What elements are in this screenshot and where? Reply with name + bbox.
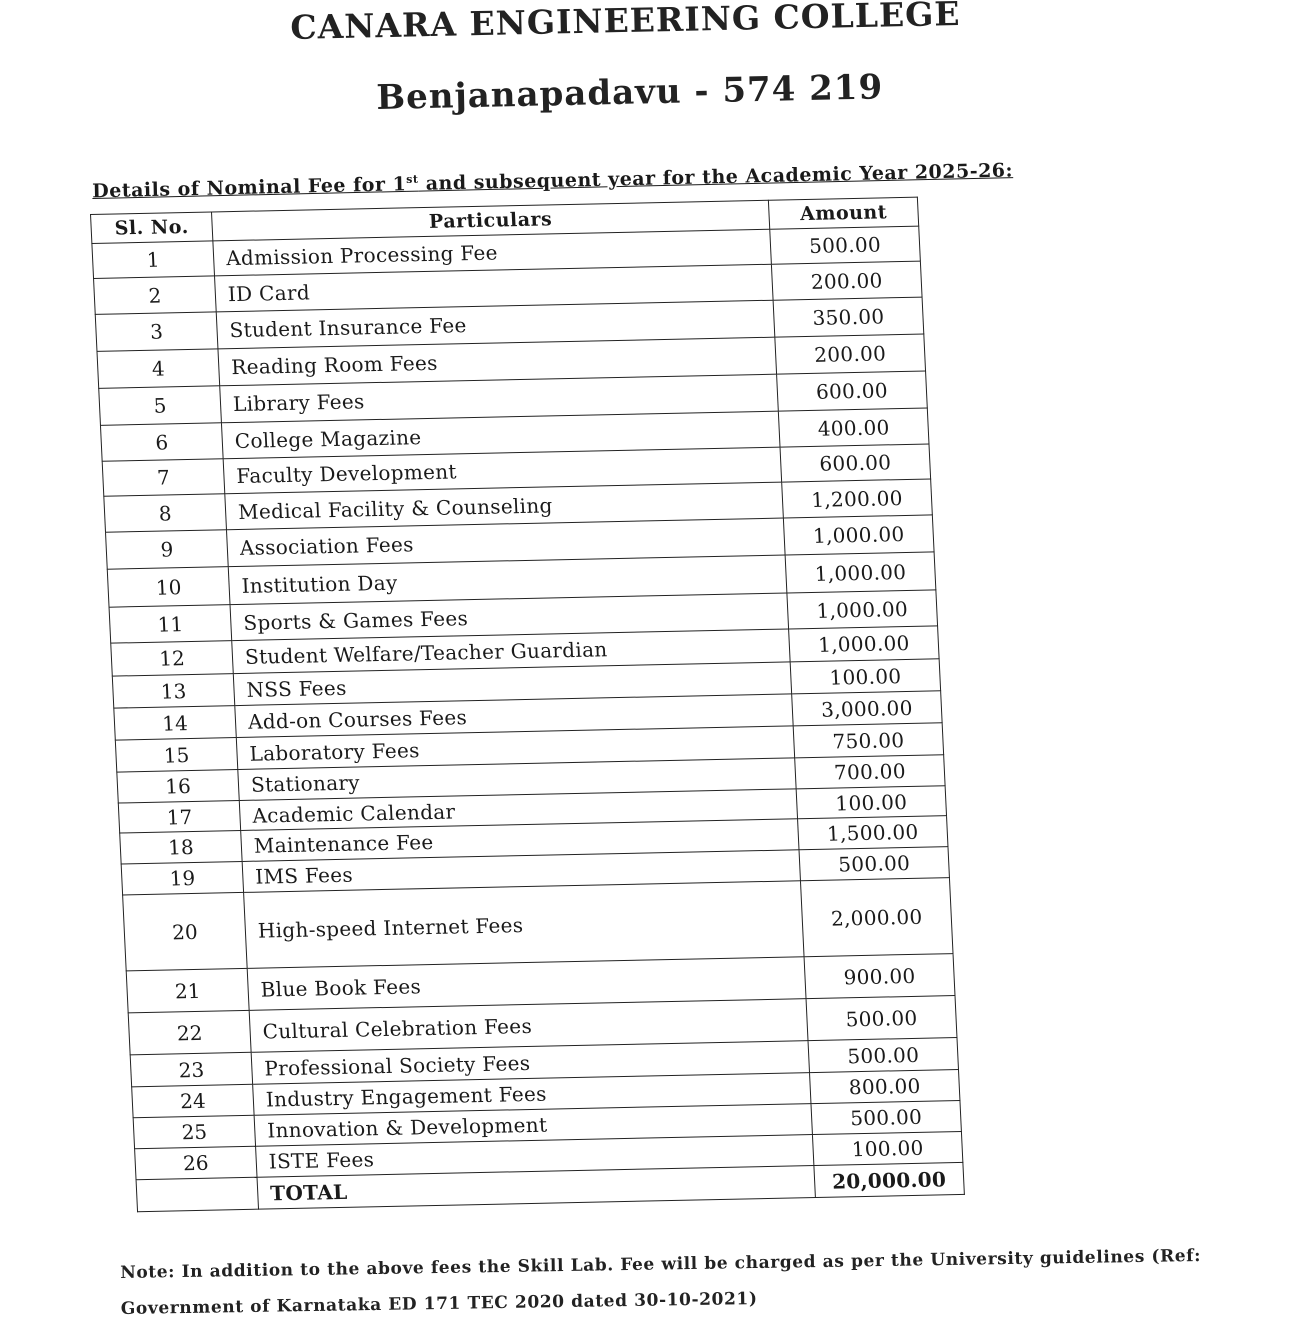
- amount-cell: 1,000.00: [783, 514, 935, 556]
- note-text: Note: In addition to the above fees the …: [120, 1246, 1202, 1319]
- amount-cell: 100.00: [812, 1131, 963, 1166]
- amount-cell: 500.00: [806, 995, 957, 1041]
- sl-no-cell: 26: [134, 1146, 258, 1180]
- sl-no-cell: 2: [93, 275, 217, 315]
- heading-sup: st: [406, 172, 419, 186]
- amount-cell: 700.00: [794, 754, 946, 789]
- sl-no-cell: 7: [102, 458, 225, 497]
- amount-cell: 500.00: [808, 1037, 959, 1073]
- amount-cell: 750.00: [793, 722, 944, 758]
- fee-table-body: 1 Admission Processing Fee 500.00 2 ID Card 2…: [91, 226, 965, 1212]
- amount-cell: 900.00: [804, 953, 955, 999]
- amount-cell: 200.00: [771, 261, 923, 301]
- column-header-amount: Amount: [768, 197, 919, 230]
- amount-cell: 2,000.00: [800, 877, 954, 957]
- sl-no-cell: 23: [130, 1052, 253, 1087]
- sl-no-cell: 15: [115, 737, 238, 773]
- sl-no-cell: 19: [121, 861, 244, 895]
- fee-table: Sl. No. Particulars Amount 1 Admission Pr…: [90, 197, 965, 1213]
- total-sl-cell: [136, 1177, 259, 1212]
- sl-no-cell: 4: [96, 348, 220, 389]
- sl-no-cell: 21: [126, 968, 250, 1013]
- sl-no-cell: 25: [133, 1115, 256, 1149]
- fee-table-heading: Details of Nominal Fee for 1st and subse…: [92, 159, 1013, 202]
- sl-no-cell: 10: [107, 566, 231, 608]
- amount-cell: 500.00: [810, 1100, 962, 1135]
- sl-no-cell: 20: [122, 892, 248, 971]
- amount-cell: 1,000.00: [788, 625, 940, 662]
- sl-no-cell: 24: [131, 1084, 255, 1118]
- sl-no-cell: 8: [103, 493, 227, 533]
- amount-cell: 500.00: [769, 226, 921, 265]
- amount-cell: 400.00: [778, 408, 929, 448]
- sl-no-cell: 1: [91, 240, 215, 279]
- fee-table-wrapper: Sl. No. Particulars Amount 1 Admission Pr…: [90, 197, 965, 1213]
- heading-prefix: Details of Nominal Fee for 1: [92, 173, 407, 203]
- amount-cell: 600.00: [780, 443, 931, 483]
- amount-cell: 600.00: [776, 371, 928, 412]
- sl-no-cell: 17: [118, 800, 241, 834]
- amount-cell: 1,000.00: [786, 589, 938, 629]
- amount-cell: 200.00: [774, 334, 926, 375]
- sl-no-cell: 16: [116, 769, 240, 804]
- amount-cell: 500.00: [799, 846, 950, 881]
- sl-no-cell: 12: [110, 640, 234, 677]
- sl-no-cell: 11: [109, 604, 232, 644]
- sl-no-cell: 6: [100, 422, 224, 462]
- amount-cell: 100.00: [796, 785, 947, 819]
- amount-cell: 1,500.00: [797, 815, 948, 850]
- amount-cell: 350.00: [773, 297, 924, 338]
- amount-cell: 1,200.00: [781, 478, 933, 519]
- heading-suffix: and subsequent year for the Academic Yea…: [418, 159, 1014, 195]
- sl-no-cell: 9: [105, 529, 229, 570]
- amount-cell: 100.00: [790, 658, 941, 694]
- college-location: Benjanapadavu - 574 219: [376, 67, 884, 118]
- amount-cell: 1,000.00: [785, 551, 936, 593]
- particular-cell: High-speed Internet Fees: [243, 880, 805, 969]
- sl-no-cell: 14: [113, 705, 237, 741]
- sl-no-cell: 13: [112, 673, 235, 709]
- sl-no-cell: 18: [119, 830, 243, 864]
- amount-cell: 3,000.00: [791, 690, 943, 726]
- sl-no-cell: 22: [128, 1010, 252, 1055]
- sl-no-cell: 3: [95, 311, 218, 352]
- college-name: CANARA ENGINEERING COLLEGE: [290, 0, 961, 47]
- column-header-sl-no: Sl. No.: [90, 211, 213, 244]
- total-amount: 20,000.00: [813, 1162, 965, 1198]
- amount-cell: 800.00: [809, 1069, 960, 1104]
- sl-no-cell: 5: [98, 385, 222, 426]
